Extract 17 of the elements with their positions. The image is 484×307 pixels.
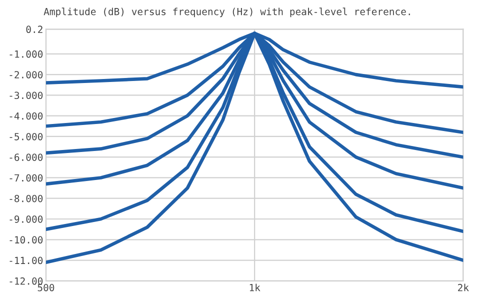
chart-title: Amplitude (dB) versus frequency (Hz) with peak-level reference. xyxy=(44,8,410,18)
y-tick-label: -5.000 xyxy=(10,132,43,140)
y-tick-label: -8.000 xyxy=(10,194,43,202)
x-tick-label: 2k xyxy=(458,284,469,292)
y-tick-label: -6.000 xyxy=(10,154,43,161)
x-tick-label: 500 xyxy=(38,284,54,292)
y-tick-label: -12.00 xyxy=(10,277,43,285)
y-tick-label: -7.000 xyxy=(10,174,43,182)
y-tick-label: -10.00 xyxy=(10,236,43,244)
y-tick-label: 0.2 xyxy=(26,26,42,34)
y-tick-label: -11.00 xyxy=(10,256,43,264)
y-tick-label: -9.000 xyxy=(10,216,43,223)
y-tick-label: -2.000 xyxy=(10,71,43,78)
y-tick-label: -4.000 xyxy=(10,112,43,120)
y-tick-label: -3.000 xyxy=(10,92,43,100)
y-tick-label: -1.000 xyxy=(10,50,43,58)
x-tick-label: 1k xyxy=(250,284,260,292)
